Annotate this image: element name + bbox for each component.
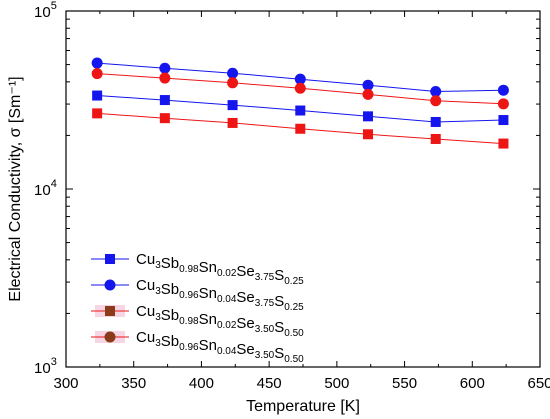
legend-label: Cu3Sb0.98Sn0.02Se3.50S0.50	[136, 303, 304, 339]
y-tick-label: 105	[34, 0, 57, 21]
series-1	[92, 90, 509, 127]
legend-item-4: Cu3Sb0.96Sn0.04Se3.50S0.50	[91, 329, 304, 365]
legend-marker	[104, 279, 116, 291]
legend-item-1: Cu3Sb0.98Sn0.02Se3.75S0.25	[91, 251, 304, 287]
y-tick-label: 104	[34, 178, 57, 199]
x-tick-label: 650	[527, 375, 550, 392]
legend-label: Cu3Sb0.98Sn0.02Se3.75S0.25	[136, 251, 304, 287]
data-point	[159, 62, 171, 74]
data-point	[362, 88, 374, 100]
legend-marker	[104, 331, 116, 343]
data-point	[363, 129, 374, 140]
data-point	[430, 116, 441, 127]
data-point	[159, 95, 170, 106]
data-point	[92, 90, 103, 101]
series-3	[92, 108, 509, 149]
x-tick-label: 600	[460, 375, 485, 392]
data-point	[294, 73, 306, 85]
data-point	[294, 82, 306, 94]
legend-item-2: Cu3Sb0.96Sn0.04Se3.75S0.25	[91, 277, 304, 313]
x-tick-label: 400	[189, 375, 214, 392]
data-point	[497, 84, 509, 96]
data-point	[91, 57, 103, 69]
data-point	[430, 133, 441, 144]
legend-item-3: Cu3Sb0.98Sn0.02Se3.50S0.50	[91, 303, 304, 339]
data-point	[227, 67, 239, 79]
series-layer	[91, 57, 509, 149]
plot-area	[65, 10, 541, 368]
data-point	[295, 123, 306, 134]
data-point	[363, 111, 374, 122]
data-point	[498, 115, 509, 126]
legend-label: Cu3Sb0.96Sn0.04Se3.75S0.25	[136, 277, 304, 313]
data-point	[227, 100, 238, 111]
legend: Cu3Sb0.98Sn0.02Se3.75S0.25Cu3Sb0.96Sn0.0…	[91, 251, 304, 365]
y-axis: 103 104 105	[34, 0, 540, 377]
data-point	[91, 68, 103, 80]
x-axis: 300 350 400 450 500 550 600 650	[53, 11, 550, 392]
x-tick-label: 350	[121, 375, 146, 392]
data-point	[159, 113, 170, 124]
data-point	[497, 98, 509, 110]
data-point	[159, 72, 171, 84]
data-point	[498, 138, 509, 149]
legend-marker	[105, 306, 115, 316]
data-point	[92, 108, 103, 119]
data-point	[227, 117, 238, 128]
series-4	[91, 68, 509, 110]
data-point	[430, 95, 442, 107]
legend-label: Cu3Sb0.96Sn0.04Se3.50S0.50	[136, 329, 304, 365]
x-axis-title: Temperature [K]	[246, 398, 360, 415]
data-point	[295, 105, 306, 116]
x-tick-label: 300	[53, 375, 78, 392]
y-tick-label: 103	[34, 356, 57, 377]
x-tick-label: 450	[257, 375, 282, 392]
legend-marker	[105, 254, 115, 264]
data-point	[227, 77, 239, 89]
x-tick-label: 500	[324, 375, 349, 392]
data-point	[362, 79, 374, 91]
y-axis-title: Electrical Conductivity, σ [Sm⁻¹]	[7, 76, 24, 301]
data-point	[430, 85, 442, 97]
x-tick-label: 550	[392, 375, 417, 392]
series-2	[91, 57, 509, 97]
